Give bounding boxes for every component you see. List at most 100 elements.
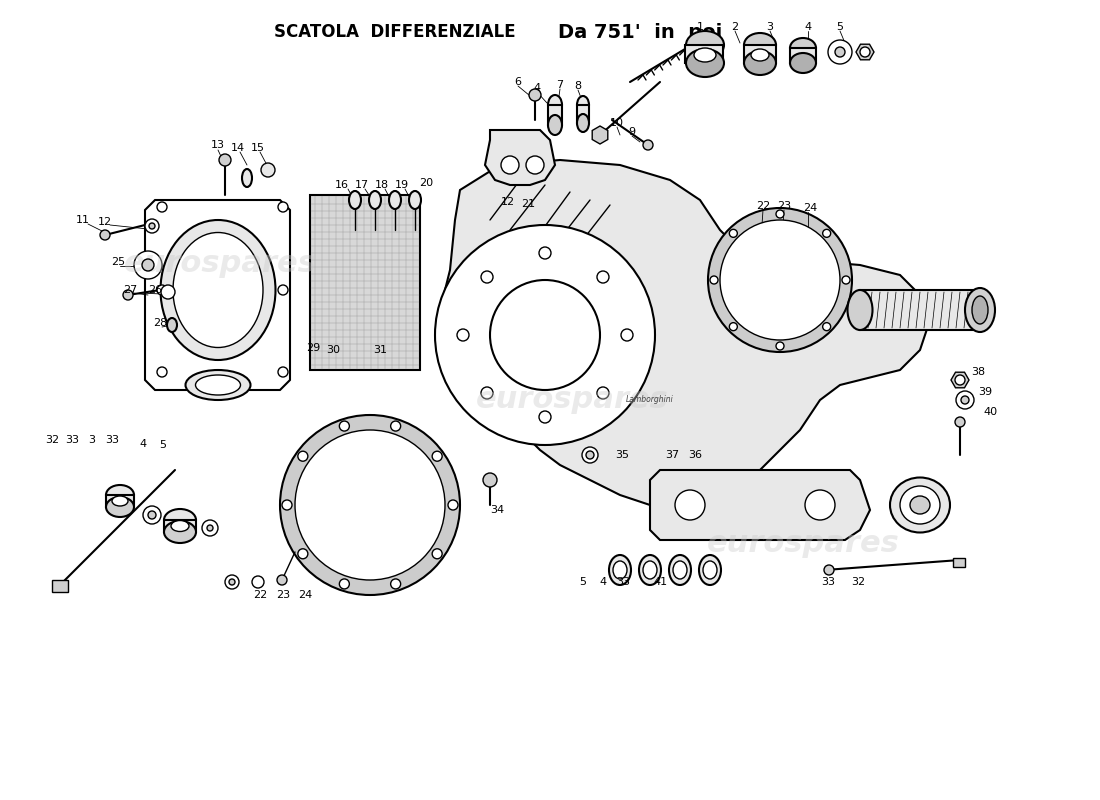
- Circle shape: [280, 415, 460, 595]
- Circle shape: [229, 579, 235, 585]
- Text: 12: 12: [98, 217, 112, 227]
- Ellipse shape: [686, 49, 724, 77]
- Text: 4: 4: [804, 22, 812, 32]
- Circle shape: [157, 202, 167, 212]
- Circle shape: [456, 329, 469, 341]
- Circle shape: [776, 342, 784, 350]
- Circle shape: [278, 202, 288, 212]
- Circle shape: [157, 285, 167, 295]
- Text: 28: 28: [153, 318, 167, 328]
- Ellipse shape: [744, 51, 775, 75]
- Ellipse shape: [703, 561, 717, 579]
- Text: 19: 19: [395, 180, 409, 190]
- Text: 20: 20: [419, 178, 433, 188]
- Ellipse shape: [164, 509, 196, 531]
- Text: 9: 9: [628, 127, 636, 137]
- Polygon shape: [440, 160, 930, 510]
- Circle shape: [219, 154, 231, 166]
- Ellipse shape: [112, 496, 128, 506]
- Ellipse shape: [548, 95, 562, 115]
- Circle shape: [828, 40, 852, 64]
- Circle shape: [776, 210, 784, 218]
- Text: 37: 37: [664, 450, 679, 460]
- Circle shape: [823, 322, 830, 330]
- Circle shape: [529, 89, 541, 101]
- Circle shape: [434, 225, 654, 445]
- Text: 21: 21: [521, 199, 535, 209]
- Circle shape: [207, 525, 213, 531]
- Ellipse shape: [173, 233, 263, 347]
- Text: SCATOLA  DIFFERENZIALE: SCATOLA DIFFERENZIALE: [274, 23, 516, 41]
- Ellipse shape: [161, 220, 275, 360]
- Text: 36: 36: [688, 450, 702, 460]
- Text: 39: 39: [978, 387, 992, 397]
- Bar: [164, 520, 196, 532]
- Bar: [548, 105, 562, 125]
- Text: 29: 29: [306, 343, 320, 353]
- Circle shape: [143, 506, 161, 524]
- Bar: [744, 45, 775, 63]
- Circle shape: [145, 219, 160, 233]
- Bar: [860, 290, 980, 330]
- Ellipse shape: [790, 38, 816, 58]
- Bar: [790, 48, 816, 63]
- Circle shape: [835, 47, 845, 57]
- Text: 4: 4: [534, 83, 540, 93]
- Circle shape: [298, 451, 308, 462]
- Bar: [953, 558, 965, 567]
- Ellipse shape: [578, 114, 588, 132]
- Ellipse shape: [242, 169, 252, 187]
- Circle shape: [860, 47, 870, 57]
- Text: 33: 33: [104, 435, 119, 445]
- Circle shape: [481, 387, 493, 399]
- Circle shape: [252, 576, 264, 588]
- Text: 18: 18: [375, 180, 389, 190]
- Text: 33: 33: [821, 577, 835, 587]
- Circle shape: [526, 156, 544, 174]
- Circle shape: [226, 575, 239, 589]
- Polygon shape: [592, 126, 608, 144]
- Bar: [685, 45, 723, 63]
- Text: eurospares: eurospares: [123, 250, 317, 278]
- Circle shape: [340, 579, 350, 589]
- Text: 31: 31: [373, 345, 387, 355]
- Ellipse shape: [847, 290, 872, 330]
- Circle shape: [597, 271, 609, 283]
- Ellipse shape: [167, 318, 177, 332]
- Circle shape: [432, 451, 442, 462]
- Text: 7: 7: [557, 80, 563, 90]
- Text: Lamborghini: Lamborghini: [626, 395, 674, 405]
- Text: 24: 24: [298, 590, 312, 600]
- Ellipse shape: [900, 486, 940, 524]
- Ellipse shape: [698, 555, 720, 585]
- Circle shape: [390, 421, 400, 431]
- Circle shape: [582, 447, 598, 463]
- Circle shape: [539, 411, 551, 423]
- Ellipse shape: [609, 555, 631, 585]
- Ellipse shape: [368, 191, 381, 209]
- Circle shape: [708, 208, 852, 352]
- Circle shape: [805, 490, 835, 520]
- Ellipse shape: [673, 561, 688, 579]
- Circle shape: [157, 367, 167, 377]
- Text: 5: 5: [836, 22, 844, 32]
- Text: 16: 16: [336, 180, 349, 190]
- Text: 14: 14: [231, 143, 245, 153]
- Ellipse shape: [744, 33, 775, 57]
- Text: Da 751'  in  poi: Da 751' in poi: [558, 23, 722, 42]
- Text: eurospares: eurospares: [475, 386, 669, 414]
- Text: eurospares: eurospares: [706, 530, 900, 558]
- Circle shape: [675, 490, 705, 520]
- Text: 25: 25: [111, 257, 125, 267]
- Ellipse shape: [409, 191, 421, 209]
- Circle shape: [539, 247, 551, 259]
- Ellipse shape: [389, 191, 402, 209]
- Circle shape: [490, 280, 600, 390]
- Circle shape: [278, 285, 288, 295]
- Text: 32: 32: [45, 435, 59, 445]
- Ellipse shape: [790, 53, 816, 73]
- Circle shape: [644, 140, 653, 150]
- Text: 26: 26: [147, 285, 162, 295]
- Text: 23: 23: [777, 201, 791, 211]
- Text: 4: 4: [140, 439, 146, 449]
